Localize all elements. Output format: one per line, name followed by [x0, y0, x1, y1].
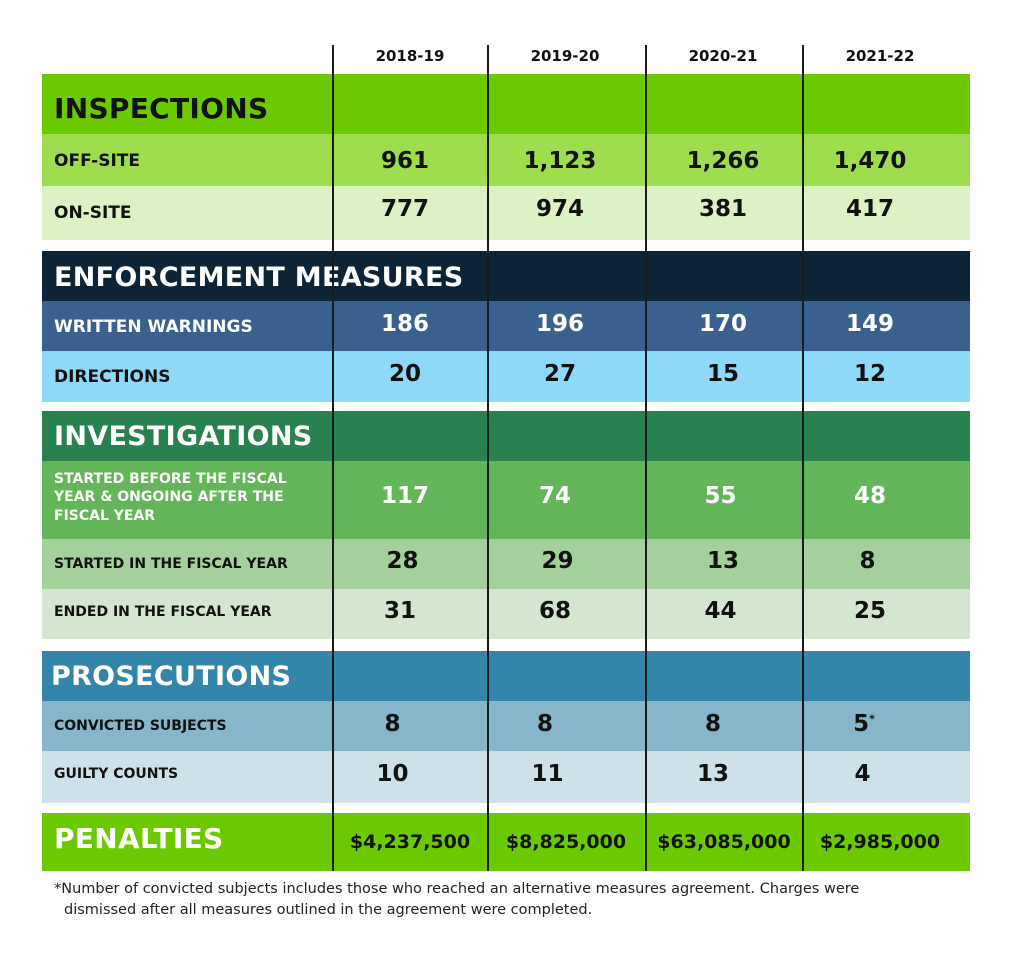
cell-written-warnings-2018-19: 186	[380, 311, 429, 337]
inspections-header-band: INSPECTIONS	[42, 74, 970, 134]
cell-guilty-2021-22: 4	[854, 761, 871, 787]
row-label-on-site: ON-SITE	[54, 203, 132, 223]
column-divider-1	[332, 45, 334, 871]
investigations-row-ended-in: ENDED IN THE FISCAL YEAR	[42, 589, 970, 639]
footnote-line-1: *Number of convicted subjects includes t…	[54, 881, 860, 897]
cell-off-site-2020-21: 1,266	[686, 148, 760, 174]
year-header-2020-21: 2020-21	[688, 47, 758, 65]
cell-penalties-2020-21: $63,085,000	[657, 831, 791, 853]
cell-ended-in-2020-21: 44	[704, 598, 737, 624]
cell-directions-2019-20: 27	[543, 361, 576, 387]
cell-ended-in-2018-19: 31	[383, 598, 416, 624]
enforcement-header-band: ENFORCEMENT MEASURES	[42, 251, 970, 301]
year-header-2019-20: 2019-20	[530, 47, 600, 65]
prosecutions-header-band: PROSECUTIONS	[42, 651, 970, 701]
investigations-row-started-in: STARTED IN THE FISCAL YEAR	[42, 539, 970, 589]
enforcement-row-written-warnings: WRITTEN WARNINGS	[42, 301, 970, 351]
cell-ended-in-2021-22: 25	[853, 598, 886, 624]
cell-guilty-2019-20: 11	[531, 761, 564, 787]
cell-ended-in-2019-20: 68	[538, 598, 571, 624]
investigations-title: INVESTIGATIONS	[54, 421, 313, 452]
cell-guilty-2018-19: 10	[376, 761, 409, 787]
cell-directions-2018-19: 20	[388, 361, 421, 387]
cell-on-site-2018-19: 777	[380, 196, 429, 222]
investigations-row-started-before: STARTED BEFORE THE FISCAL YEAR & ONGOING…	[42, 461, 970, 539]
row-label-ended-in: ENDED IN THE FISCAL YEAR	[54, 604, 272, 620]
cell-convicted-2018-19: 8	[384, 711, 401, 737]
cell-started-before-2020-21: 55	[704, 483, 737, 509]
cell-penalties-2019-20: $8,825,000	[505, 831, 627, 853]
column-divider-3	[645, 45, 647, 871]
cell-directions-2021-22: 12	[853, 361, 886, 387]
footnote-marker: *	[869, 712, 875, 726]
footnote: *Number of convicted subjects includes t…	[54, 879, 956, 921]
row-label-off-site: OFF-SITE	[54, 151, 140, 171]
row-label-directions: DIRECTIONS	[54, 367, 171, 387]
cell-directions-2020-21: 15	[706, 361, 739, 387]
cell-convicted-2021-22-value: 5	[853, 711, 870, 737]
row-label-written-warnings: WRITTEN WARNINGS	[54, 317, 253, 337]
enforcement-title: ENFORCEMENT MEASURES	[54, 262, 464, 293]
cell-written-warnings-2019-20: 196	[535, 311, 584, 337]
footnote-line-2: dismissed after all measures outlined in…	[64, 902, 593, 918]
cell-convicted-2021-22: 5*	[805, 711, 923, 737]
cell-convicted-2019-20: 8	[536, 711, 553, 737]
column-divider-2	[487, 45, 489, 871]
column-divider-4	[802, 45, 804, 871]
cell-off-site-2021-22: 1,470	[833, 148, 907, 174]
cell-started-before-2019-20: 74	[538, 483, 571, 509]
cell-started-before-2018-19: 117	[380, 483, 429, 509]
cell-guilty-2020-21: 13	[696, 761, 729, 787]
year-header-2021-22: 2021-22	[845, 47, 915, 65]
row-label-started-before-line-2: YEAR & ONGOING AFTER THE	[54, 489, 284, 505]
cell-on-site-2021-22: 417	[845, 196, 894, 222]
enforcement-row-directions: DIRECTIONS	[42, 351, 970, 402]
cell-written-warnings-2020-21: 170	[698, 311, 747, 337]
cell-on-site-2019-20: 974	[535, 196, 584, 222]
row-label-started-before-line-1: STARTED BEFORE THE FISCAL	[54, 471, 287, 487]
cell-convicted-2020-21: 8	[704, 711, 721, 737]
cell-started-in-2021-22: 8	[859, 548, 876, 574]
cell-penalties-2018-19: $4,237,500	[349, 831, 471, 853]
inspections-row-on-site: ON-SITE	[42, 186, 970, 240]
penalties-band: PENALTIES	[42, 813, 970, 871]
prosecutions-row-convicted: CONVICTED SUBJECTS	[42, 701, 970, 751]
cell-started-in-2018-19: 28	[386, 548, 419, 574]
cell-started-in-2019-20: 29	[541, 548, 574, 574]
cell-penalties-2021-22: $2,985,000	[819, 831, 941, 853]
investigations-header-band: INVESTIGATIONS	[42, 411, 970, 461]
cell-started-in-2020-21: 13	[706, 548, 739, 574]
row-label-started-before-line-3: FISCAL YEAR	[54, 508, 156, 524]
inspections-title: INSPECTIONS	[54, 92, 269, 125]
inspections-row-off-site: OFF-SITE	[42, 134, 970, 186]
penalties-title: PENALTIES	[54, 822, 224, 855]
cell-off-site-2019-20: 1,123	[523, 148, 597, 174]
cell-off-site-2018-19: 961	[380, 148, 429, 174]
prosecutions-title: PROSECUTIONS	[51, 661, 292, 692]
cell-started-before-2021-22: 48	[853, 483, 886, 509]
row-label-guilty-counts: GUILTY COUNTS	[54, 766, 179, 782]
row-label-started-in: STARTED IN THE FISCAL YEAR	[54, 556, 288, 572]
cell-written-warnings-2021-22: 149	[845, 311, 894, 337]
cell-on-site-2020-21: 381	[698, 196, 747, 222]
row-label-convicted-subjects: CONVICTED SUBJECTS	[54, 718, 227, 734]
prosecutions-row-guilty: GUILTY COUNTS	[42, 751, 970, 803]
year-header-2018-19: 2018-19	[375, 47, 445, 65]
